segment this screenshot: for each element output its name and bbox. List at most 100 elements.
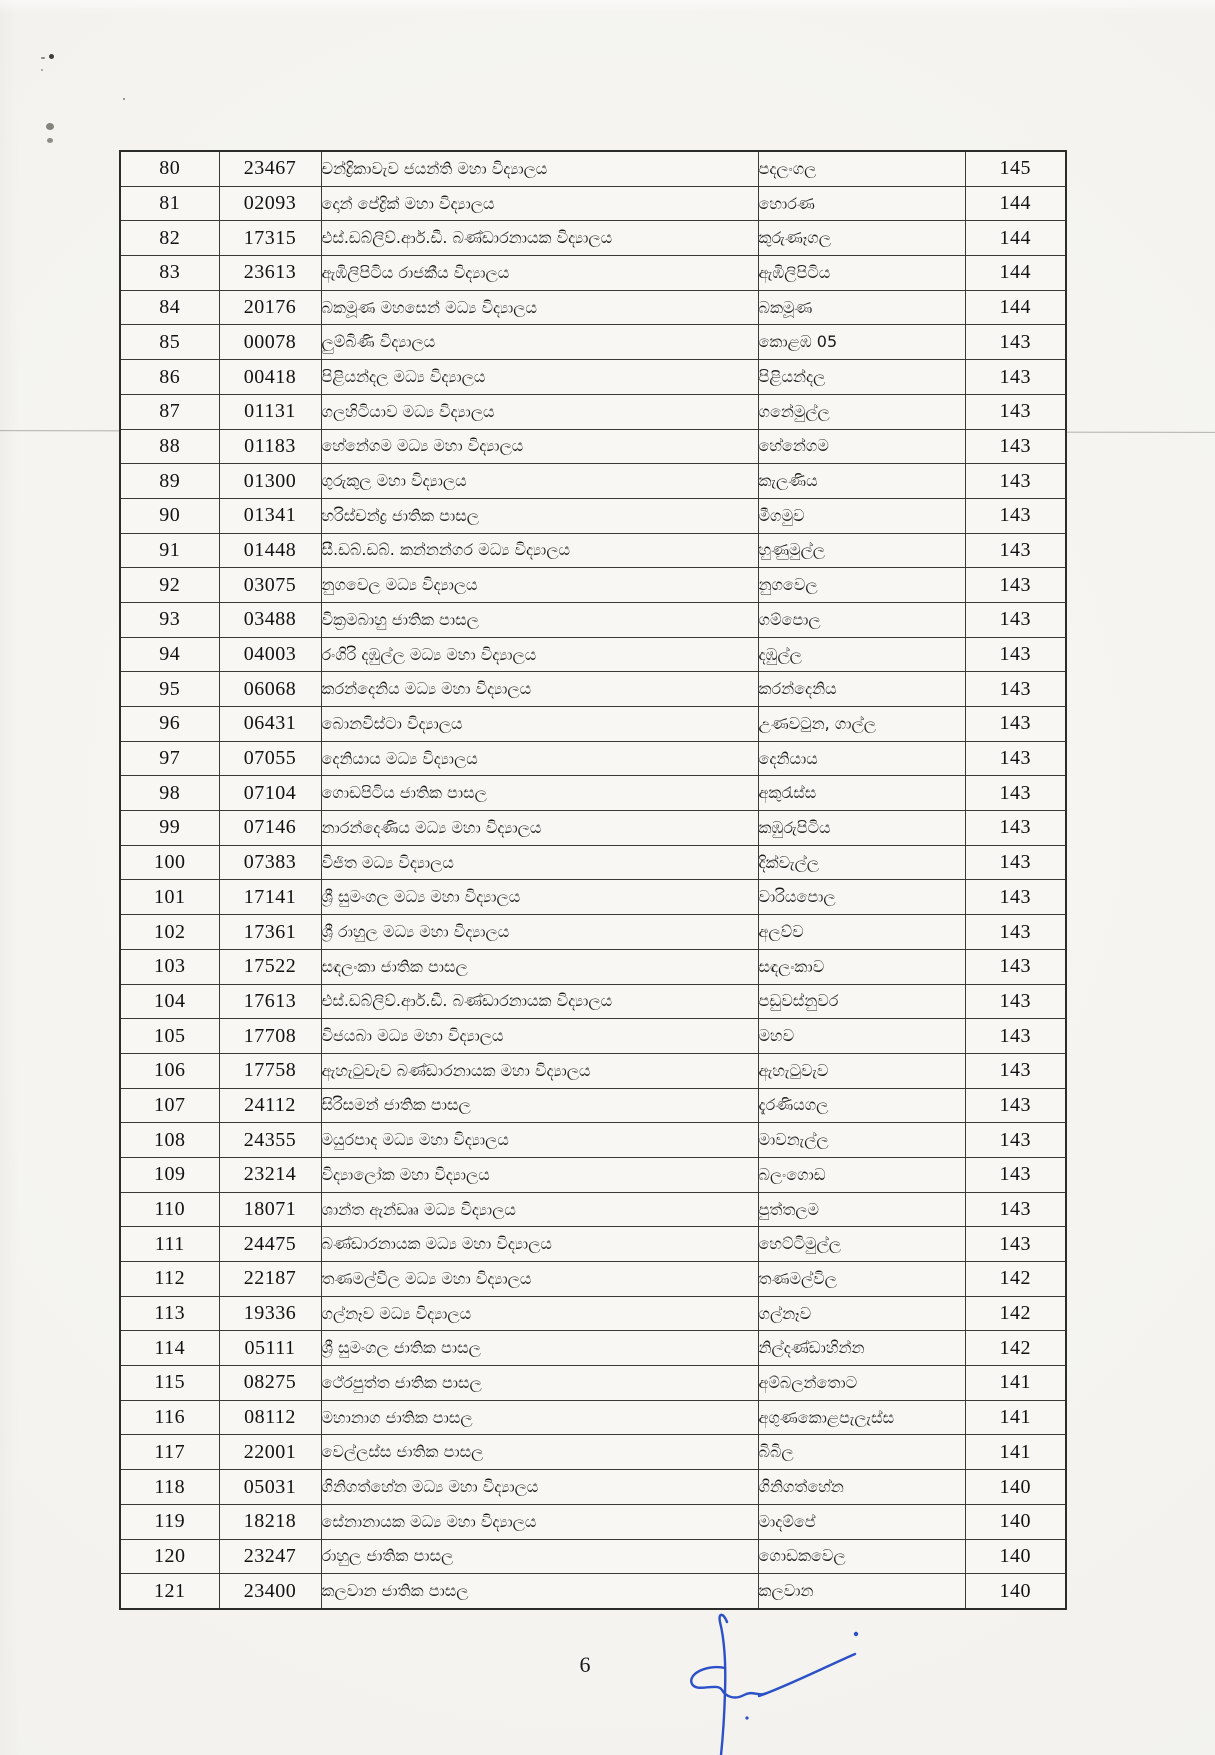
cell-school-code: 05031	[218, 1469, 322, 1505]
cell-town-name: අකුරැස්ස	[757, 775, 966, 812]
cell-school-name: නාරන්දෙණිය මධ්‍ය මහා විද්‍යාලය	[320, 810, 759, 846]
table-row: 82 17315 එස්.ඩබ්ලිව්.ආර්.ඩී. බණ්ඩාරනායක වි…	[119, 220, 1067, 257]
table-row: 113 19336 ගල්නෑව මධ්‍ය විද්‍යාලය ගල්නෑව 142	[119, 1295, 1067, 1332]
cell-school-code: 24112	[218, 1087, 322, 1124]
cell-count-value: 140	[964, 1573, 1067, 1610]
cell-school-code: 17758	[218, 1052, 322, 1089]
cell-town-name: ගොඩකවෙල	[757, 1538, 966, 1575]
cell-school-name: බණ්ඩාරනායක මධ්‍ය මහා විද්‍යාලය	[320, 1226, 759, 1263]
table-row: 95 06068 කරන්දෙනිය මධ්‍ය මහා විද්‍යාලය කරන්…	[119, 671, 1067, 708]
cell-town-name: දඹුල්ල	[757, 636, 966, 673]
cell-school-name: ගල්නෑව මධ්‍ය විද්‍යාලය	[320, 1295, 759, 1332]
cell-row-number: 85	[119, 324, 220, 361]
cell-school-code: 01448	[218, 532, 322, 569]
cell-count-value: 141	[964, 1434, 1067, 1471]
cell-town-name: ඇහැටුවැව	[757, 1052, 966, 1089]
cell-town-name: ගම්පොල	[757, 601, 966, 638]
cell-count-value: 143	[964, 844, 1067, 881]
cell-school-name: සඳලංකා ජාතික පාසල	[320, 948, 759, 985]
table-row: 102 17361 ශ්‍රී රාහුල මධ්‍ය මහා විද්‍යාලය අ…	[119, 914, 1067, 950]
table-row: 120 23247 රාහුල ජාතික පාසල ගොඩකවෙල 140	[119, 1538, 1067, 1575]
cell-school-name: ලුම්බිණි විද්‍යාලය	[320, 324, 759, 361]
cell-school-name: කරන්දෙනිය මධ්‍ය මහා විද්‍යාලය	[320, 671, 759, 708]
cell-school-code: 18218	[218, 1503, 322, 1540]
table-row: 119 18218 සේනානායක මධ්‍ය මහා විද්‍යාලය මාදම…	[119, 1503, 1067, 1540]
cell-school-code: 23247	[218, 1538, 322, 1575]
cell-school-code: 17361	[218, 914, 322, 950]
table-row: 98 07104 ගොඩපිටිය ජාතික පාසල අකුරැස්ස 143	[119, 775, 1067, 812]
cell-school-name: ගුරුකුල මහා විද්‍යාලය	[320, 463, 759, 499]
cell-town-name: හුණුමුල්ල	[757, 532, 966, 569]
page-number: 6	[579, 1652, 591, 1677]
cell-school-code: 06431	[218, 706, 322, 742]
cell-school-code: 18071	[218, 1191, 322, 1228]
cell-school-code: 05111	[218, 1330, 322, 1367]
cell-school-code: 08275	[218, 1365, 322, 1401]
table-row: 101 17141 ශ්‍රී සුමංගල මධ්‍ය මහා විද්‍යාලය…	[119, 879, 1067, 916]
cell-count-value: 143	[964, 983, 1067, 1020]
cell-school-name: ශ්‍රී සුමංගල මධ්‍ය මහා විද්‍යාලය	[320, 879, 759, 916]
cell-count-value: 140	[964, 1469, 1067, 1505]
cell-count-value: 141	[964, 1399, 1067, 1436]
cell-town-name: ගිනිගත්හේන	[757, 1469, 966, 1505]
cell-school-name: ශ්‍රී සුමංගල ජාතික පාසල	[320, 1330, 759, 1367]
cell-town-name: ඇඹිලිපිටිය	[757, 255, 966, 291]
cell-school-name: කලවාන ජාතික පාසල	[320, 1573, 759, 1610]
cell-count-value: 143	[964, 1122, 1067, 1158]
cell-count-value: 143	[964, 1156, 1067, 1193]
cell-school-name: ථේරපුත්ත ජාතික පාසල	[320, 1365, 759, 1401]
cell-count-value: 143	[964, 359, 1067, 395]
table-row: 86 00418 පිළියන්දල මධ්‍ය විද්‍යාලය පිළියන්ද…	[119, 359, 1067, 395]
cell-school-name: සේනානායක මධ්‍ය මහා විද්‍යාලය	[320, 1503, 759, 1540]
cell-row-number: 103	[119, 948, 220, 985]
cell-town-name: දැරණියගල	[757, 1087, 966, 1124]
cell-row-number: 90	[119, 497, 220, 534]
cell-row-number: 120	[119, 1538, 220, 1575]
cell-school-name: පිළියන්දල මධ්‍ය විද්‍යාලය	[320, 359, 759, 395]
cell-school-code: 17708	[218, 1018, 322, 1054]
table-row: 114 05111 ශ්‍රී සුමංගල ජාතික පාසල නිල්දණ්ඩා…	[119, 1330, 1067, 1367]
cell-row-number: 101	[119, 879, 220, 916]
table-row: 118 05031 ගිනිගත්හේන මධ්‍ය මහා විද්‍යාලය ගි…	[119, 1469, 1067, 1505]
cell-school-code: 08112	[218, 1399, 322, 1436]
cell-school-name: විජිත මධ්‍ය විද්‍යාලය	[320, 844, 759, 881]
cell-school-name: සී.ඩබ්.ඩබ්. කන්නන්ගර මධ්‍ය විද්‍යාලය	[320, 532, 759, 569]
cell-town-name: පදලංගල	[757, 150, 966, 187]
scan-speck	[41, 69, 43, 71]
cell-count-value: 143	[964, 636, 1067, 673]
cell-school-name: ශ්‍රී රාහුල මධ්‍ය මහා විද්‍යාලය	[320, 914, 759, 950]
cell-school-name: වෙල්ලස්ස ජාතික පාසල	[320, 1434, 759, 1471]
table-row: 107 24112 සිරිසමන් ජාතික පාසල දැරණියගල 143	[119, 1087, 1067, 1124]
cell-count-value: 144	[964, 220, 1067, 257]
cell-row-number: 88	[119, 428, 220, 465]
cell-school-name: රංගිරි දඹුල්ල මධ්‍ය මහා විද්‍යාලය	[320, 636, 759, 673]
cell-town-name: ගනේමුල්ල	[757, 393, 966, 430]
school-roster-table: 80 23467 චන්ද්‍රිකාවැව ජයන්ති මහා විද්‍යාල…	[119, 150, 1067, 1610]
cell-row-number: 110	[119, 1191, 220, 1228]
cell-count-value: 143	[964, 1087, 1067, 1124]
cell-count-value: 143	[964, 567, 1067, 603]
table-row: 92 03075 නුගවෙල මධ්‍ය විද්‍යාලය නුගවෙල 143	[119, 567, 1067, 603]
cell-school-code: 17613	[218, 983, 322, 1020]
cell-count-value: 143	[964, 740, 1067, 777]
cell-school-name: වික්‍රමබාහු ජාතික පාසල	[320, 601, 759, 638]
cell-row-number: 80	[119, 150, 220, 187]
cell-row-number: 115	[119, 1365, 220, 1401]
scan-speck	[46, 123, 54, 130]
cell-school-code: 24475	[218, 1226, 322, 1263]
cell-school-name: දොන් පේද්‍රික් මහා විද්‍යාලය	[320, 185, 759, 222]
cell-school-name: එස්.ඩබ්ලිව්.ආර්.ඩී. බණ්ඩාරනායක විද්‍යාලය	[320, 220, 759, 257]
cell-school-name: එස්.ඩබ්ලිව්.ආර්.ඩී. බණ්ඩාරනායක විද්‍යාලය	[320, 983, 759, 1020]
table-row: 80 23467 චන්ද්‍රිකාවැව ජයන්ති මහා විද්‍යාල…	[119, 150, 1067, 187]
table-row: 97 07055 දෙනියාය මධ්‍ය විද්‍යාලය දෙනියාය 143	[119, 740, 1067, 777]
cell-town-name: කරන්දෙනිය	[757, 671, 966, 708]
cell-school-code: 24355	[218, 1122, 322, 1158]
cell-count-value: 143	[964, 601, 1067, 638]
cell-school-name: නුගවෙල මධ්‍ය විද්‍යාලය	[320, 567, 759, 603]
cell-row-number: 92	[119, 567, 220, 603]
table-row: 84 20176 බකමූණ මහසෙන් මධ්‍ය විද්‍යාලය බකමූණ…	[119, 289, 1067, 326]
cell-school-code: 07383	[218, 844, 322, 881]
cell-school-name: විද්‍යාලෝක මහා විද්‍යාලය	[320, 1156, 759, 1193]
cell-town-name: නුගවෙල	[757, 567, 966, 603]
